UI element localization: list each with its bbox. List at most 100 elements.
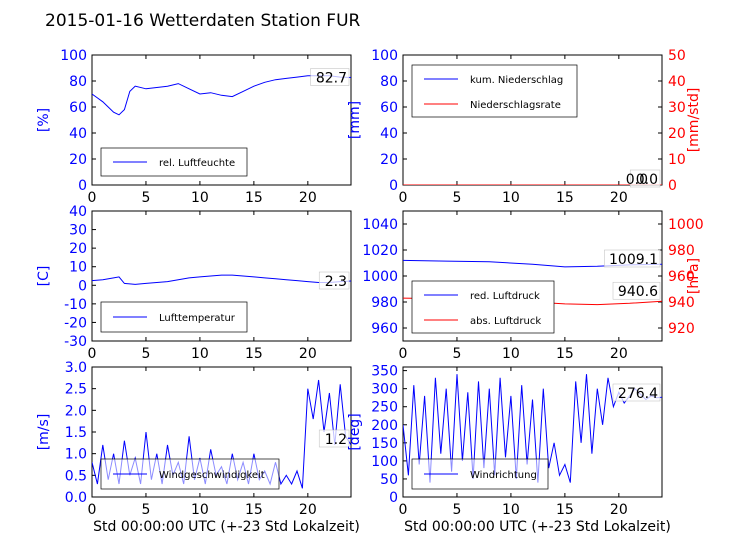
y-right-tick-label: 20: [668, 126, 686, 142]
y-tick-label: 20: [69, 152, 87, 168]
value-box: [604, 249, 661, 268]
y-tick-label: 1040: [362, 217, 398, 233]
x-tick-label: 0: [88, 190, 97, 206]
y-tick-label: 960: [371, 321, 398, 337]
y-tick-label: 250: [371, 400, 398, 416]
x-tick-label: 10: [191, 346, 209, 362]
y-tick-label: 3.0: [65, 360, 87, 376]
legend-box: [411, 280, 555, 334]
x-axis-label: Std 00:00:00 UTC (+-23 Std Lokalzeit): [93, 519, 360, 535]
y-tick-label: 20: [380, 152, 398, 168]
x-tick-label: 20: [610, 346, 628, 362]
legend-entry: red. Luftdruck: [470, 291, 540, 302]
y-tick-label: 980: [371, 295, 398, 311]
series-line-1: [92, 75, 351, 116]
y-right-tick-label: 50: [668, 48, 686, 64]
value-box: [310, 68, 350, 86]
y-right-tick-label: 940: [668, 295, 695, 311]
y-tick-label: 100: [371, 48, 398, 64]
x-tick-label: 20: [299, 502, 317, 518]
y-tick-label: -20: [64, 315, 87, 331]
y-right-tick-label: 960: [668, 269, 695, 285]
x-tick-label: 5: [141, 190, 150, 206]
y-tick-label: 1.5: [65, 425, 87, 441]
y-tick-label: 40: [380, 126, 398, 142]
y-right-tick-label: 10: [668, 152, 686, 168]
y-tick-label: 100: [60, 48, 87, 64]
x-tick-label: 15: [245, 190, 263, 206]
y-tick-label: 50: [380, 472, 398, 488]
last-value-label: 1009.1: [609, 252, 658, 268]
x-tick-label: 20: [299, 346, 317, 362]
y-tick-label: 80: [380, 74, 398, 90]
y-right-tick-label: 30: [668, 100, 686, 116]
x-tick-label: 15: [556, 346, 574, 362]
y-tick-label: 0.0: [65, 490, 87, 506]
last-value-label: 0.0: [636, 172, 658, 188]
value-box: [612, 383, 661, 402]
value-box: [612, 281, 661, 300]
y-tick-label: 1.0: [65, 447, 87, 463]
series-line-1: [92, 274, 351, 285]
chart-panel-4: 0 5 10 15 20 960 980 1000 1020 1040 920 940 960 980 10…: [362, 210, 704, 362]
last-value-label: 1.2: [325, 432, 347, 448]
y-tick-label: 60: [380, 100, 398, 116]
y-tick-label: 40: [69, 204, 87, 220]
value-box: [629, 169, 661, 188]
chart-panel-5: 0 5 10 15 20 0.0 0.5 1.0 1.5 2.0 2.5 3.0 [m/s] Std 00…: [36, 360, 360, 535]
y-tick-label: 60: [69, 100, 87, 116]
y-axis-label: [C]: [36, 266, 52, 287]
legend-box: [411, 64, 578, 118]
y-tick-label: 80: [69, 74, 87, 90]
x-tick-label: 0: [399, 502, 408, 518]
y-tick-label: 2.0: [65, 403, 87, 419]
x-tick-label: 0: [88, 346, 97, 362]
y-tick-label: 200: [371, 418, 398, 434]
y-tick-label: 1000: [362, 269, 398, 285]
y-right-axis-label: [mm/std]: [686, 88, 702, 153]
x-tick-label: 10: [502, 346, 520, 362]
y-axis-label: [mm]: [347, 101, 363, 139]
x-tick-label: 0: [399, 190, 408, 206]
x-tick-label: 5: [141, 346, 150, 362]
last-value-label: 940.6: [618, 284, 658, 300]
x-tick-label: 0: [88, 502, 97, 518]
x-tick-label: 5: [452, 190, 461, 206]
legend-entry: rel. Luftfeuchte: [159, 158, 235, 169]
value-box: [318, 429, 350, 448]
legend-entry: Windrichtung: [470, 470, 537, 481]
y-right-tick-label: 1000: [668, 217, 704, 233]
y-right-tick-label: 0: [668, 178, 677, 194]
legend-entry: kum. Niederschlag: [470, 75, 563, 86]
chart-panel-2: 0 5 10 15 20 0 20 40 60 80 100 0 10 20 30 40 50 [mm] [mm/s…: [347, 48, 702, 206]
y-right-tick-label: 40: [668, 74, 686, 90]
y-tick-label: 1020: [362, 243, 398, 259]
last-value-label: 276.4: [618, 386, 658, 402]
x-tick-label: 15: [245, 502, 263, 518]
x-tick-label: 10: [502, 190, 520, 206]
y-axis-label: [%]: [36, 108, 52, 132]
y-right-tick-label: 980: [668, 243, 695, 259]
x-tick-label: 10: [502, 502, 520, 518]
y-right-axis-label: [hPa]: [686, 258, 702, 294]
x-axis-label: Std 00:00:00 UTC (+-23 Std Lokalzeit): [404, 519, 671, 535]
y-tick-label: 0: [78, 178, 87, 194]
y-tick-label: 0: [78, 278, 87, 294]
x-tick-label: 10: [191, 502, 209, 518]
y-tick-label: 0.5: [65, 468, 87, 484]
legend-entry: Niederschlagsrate: [470, 100, 561, 111]
y-tick-label: -10: [64, 297, 87, 313]
value-box: [318, 271, 350, 290]
y-axis-label: [deg]: [347, 413, 363, 450]
x-tick-label: 5: [141, 502, 150, 518]
legend-entry: abs. Luftdruck: [470, 316, 541, 327]
y-tick-label: -30: [64, 334, 87, 350]
y-tick-label: 10: [69, 260, 87, 276]
chart-panel-1: 0 5 10 15 20 0 20 40 60 80 100 [%] rel. Luftfeuchte 8…: [36, 48, 352, 206]
legend-entry: Windgeschwindigkeit: [159, 470, 265, 481]
x-tick-label: 20: [299, 190, 317, 206]
y-tick-label: 2.5: [65, 382, 87, 398]
x-tick-label: 15: [556, 190, 574, 206]
